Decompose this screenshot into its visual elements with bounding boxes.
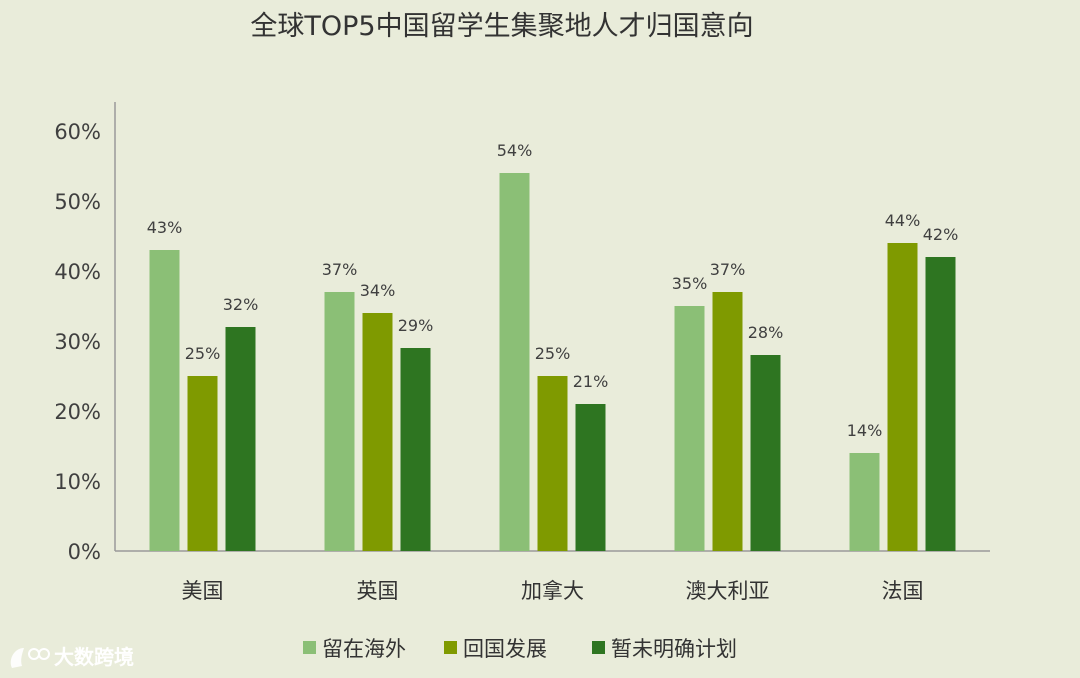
legend-label: 留在海外 [322,637,406,661]
data-label: 43% [147,218,183,237]
data-label: 21% [573,372,609,391]
legend-swatch [444,641,457,654]
bar [400,348,431,551]
data-label: 25% [535,344,571,363]
legend-swatch [592,641,605,654]
y-tick-label: 60% [54,120,101,144]
bar [537,376,568,551]
y-tick-label: 10% [54,470,101,494]
bar [187,376,218,551]
category-labels-group: 美国 英国 加拿大 澳大利亚 法国 [182,579,924,603]
bar [149,250,180,551]
data-label: 32% [223,295,259,314]
data-label: 28% [748,323,784,342]
bar [225,327,256,551]
data-label: 37% [322,260,358,279]
data-label: 34% [360,281,396,300]
x-category-label: 法国 [882,579,924,603]
watermark: 大数跨境 [10,645,134,669]
bar [887,243,918,551]
bar [324,292,355,551]
data-label: 25% [185,344,221,363]
y-tick-label: 50% [54,190,101,214]
watermark-logo-icon [10,648,50,668]
bar [925,257,956,551]
bar [499,173,530,551]
y-tick-label: 0% [68,540,101,564]
data-label: 14% [847,421,883,440]
data-label: 37% [710,260,746,279]
legend: 留在海外 回国发展 暂未明确计划 [303,637,737,661]
x-category-label: 加拿大 [521,579,584,603]
bar [362,313,393,551]
legend-swatch [303,641,316,654]
chart-title: 全球TOP5中国留学生集聚地人才归国意向 [250,11,753,42]
data-label: 44% [885,211,921,230]
y-tick-label: 40% [54,260,101,284]
x-category-label: 澳大利亚 [686,579,770,603]
data-labels-group: 43%25%32%37%34%29%54%25%21%35%37%28%14%4… [147,141,959,440]
x-category-label: 英国 [357,579,399,603]
data-label: 42% [923,225,959,244]
y-axis-ticks: 0% 10% 20% 30% 40% 50% 60% [54,120,101,564]
data-label: 54% [497,141,533,160]
bar [575,404,606,551]
bar [750,355,781,551]
legend-label: 暂未明确计划 [611,637,737,661]
bar [674,306,705,551]
watermark-text: 大数跨境 [54,645,134,669]
y-tick-label: 20% [54,400,101,424]
x-category-label: 美国 [182,579,224,603]
legend-label: 回国发展 [463,637,547,661]
bar-series-group [149,173,956,551]
bar [849,453,880,551]
bar [712,292,743,551]
y-tick-label: 30% [54,330,101,354]
data-label: 35% [672,274,708,293]
data-label: 29% [398,316,434,335]
